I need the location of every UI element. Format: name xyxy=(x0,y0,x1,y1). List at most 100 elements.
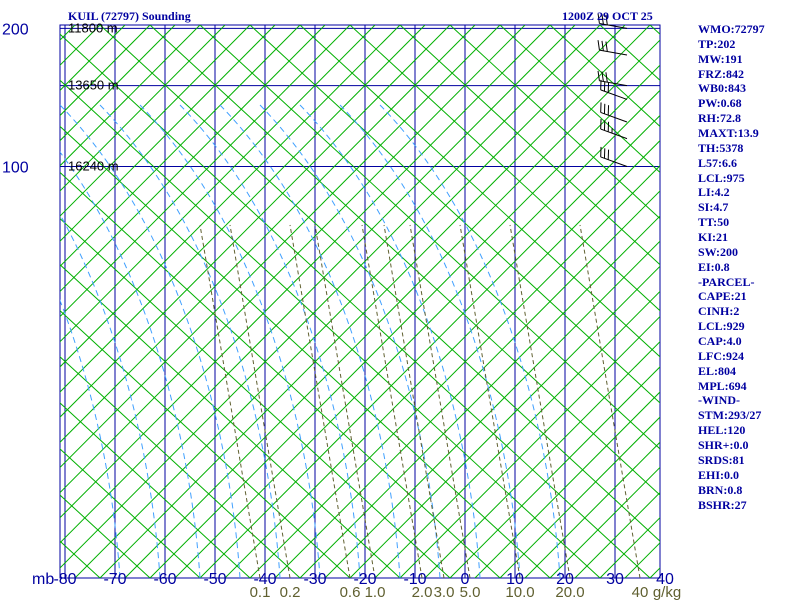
wind-barb xyxy=(597,13,628,29)
mixing-ratio-line xyxy=(229,224,291,578)
dry-adiabat xyxy=(424,341,660,578)
dry-adiabat xyxy=(60,25,201,167)
wind-barb-flag xyxy=(601,14,604,25)
wind-barb-staff xyxy=(599,49,628,56)
index-item: EHI:0.0 xyxy=(698,467,740,482)
index-item: TH:5378 xyxy=(698,140,744,155)
isotherm xyxy=(60,448,201,578)
wind-barb xyxy=(597,70,628,87)
dry-adiabat xyxy=(499,416,660,578)
mixing-ratio-label: 10.0 xyxy=(505,584,534,600)
isotherm xyxy=(60,356,301,578)
index-item: SW:200 xyxy=(698,244,739,259)
height-label: 16240 m xyxy=(68,159,119,174)
isotherm xyxy=(349,25,660,312)
wind-barb-staff xyxy=(600,111,628,123)
mixing-ratio-label: 20.0 xyxy=(555,584,584,600)
wind-barb-flag xyxy=(597,13,600,24)
temperature-tick-label: -30 xyxy=(303,571,326,588)
moist-adiabats xyxy=(60,104,561,578)
dry-adiabat xyxy=(60,25,401,368)
dry-adiabat xyxy=(524,441,660,578)
wind-barb xyxy=(600,119,628,140)
wind-barb-staff xyxy=(600,89,628,100)
temperature-tick-label: -40 xyxy=(253,571,276,588)
dry-adiabat xyxy=(0,25,25,578)
wind-barb-flag xyxy=(597,70,600,81)
wind-barb xyxy=(600,102,628,123)
wind-barb-staff xyxy=(600,128,628,140)
index-item: SHR+:0.0 xyxy=(698,438,749,453)
axis-labels: 1002003004005006007008009001000mb-80-70-… xyxy=(2,20,681,600)
moist-adiabat xyxy=(179,104,361,578)
wind-barb-flag xyxy=(605,14,608,25)
mixing-ratio-line xyxy=(383,224,445,578)
wind-barb-flag xyxy=(601,40,604,51)
dry-adiabat xyxy=(399,315,660,578)
dry-adiabat xyxy=(549,466,660,578)
mixing-ratio-label: 2.0 xyxy=(412,584,433,600)
index-item: MAXT:13.9 xyxy=(698,126,759,141)
isotherm xyxy=(60,217,451,578)
mixing-ratio-label: 0.6 xyxy=(340,584,361,600)
index-item: KI:21 xyxy=(698,230,728,245)
dry-adiabat xyxy=(60,25,251,217)
temperature-tick-label: -50 xyxy=(203,571,226,588)
index-item: LI:4.2 xyxy=(698,185,730,200)
isotherm xyxy=(60,125,551,578)
index-item: EL:804 xyxy=(698,363,737,378)
isotherm xyxy=(99,25,660,542)
dry-adiabat xyxy=(249,165,660,578)
mixing-ratio-label: 0.2 xyxy=(280,584,301,600)
dry-adiabat xyxy=(60,25,76,41)
dry-adiabat xyxy=(0,25,50,578)
index-item: TT:50 xyxy=(698,215,730,230)
dry-adiabat xyxy=(60,25,326,293)
moist-adiabat xyxy=(139,104,321,578)
index-item: FRZ:842 xyxy=(698,66,744,81)
wind-barb-flag xyxy=(601,71,604,82)
dry-adiabat xyxy=(60,25,476,443)
isotherm xyxy=(60,33,651,578)
moist-adiabat xyxy=(219,104,401,578)
wind-barb xyxy=(600,79,628,100)
moist-adiabat xyxy=(60,151,201,578)
moist-adiabat xyxy=(299,104,481,578)
index-item: WB0:843 xyxy=(698,81,746,96)
isotherm xyxy=(60,310,351,578)
moist-adiabat xyxy=(60,104,241,578)
temperature-tick-label: -20 xyxy=(353,571,376,588)
mixing-ratio-line xyxy=(509,224,571,578)
pressure-tick-label: 200 xyxy=(2,21,29,38)
mixing-ratio-line xyxy=(199,224,261,578)
parcel-profile xyxy=(0,0,521,9)
isotherm xyxy=(60,540,101,578)
index-item: TP:202 xyxy=(698,36,736,51)
dry-adiabats xyxy=(0,25,660,578)
index-item: BSHR:27 xyxy=(698,497,747,512)
index-item: CAP:4.0 xyxy=(698,334,742,349)
index-item: SI:4.7 xyxy=(698,200,729,215)
index-item: -PARCEL- xyxy=(698,274,755,289)
wind-barb-staff xyxy=(599,80,628,87)
temperature-tick-label: -80 xyxy=(53,571,76,588)
wind-barb xyxy=(597,40,628,56)
index-item: STM:293/27 xyxy=(698,408,762,423)
dry-adiabat xyxy=(349,265,660,578)
sounding-indices: WMO:72797 TP:202 MW:191 FRZ:842 WB0:843 PW:0.… xyxy=(698,22,765,512)
temperature-tick-label: 40 xyxy=(656,571,674,588)
wind-barb-flag xyxy=(605,41,608,52)
mixing-ratio-line xyxy=(289,224,351,578)
mixing-ratio-lines xyxy=(199,224,641,578)
dry-adiabat xyxy=(60,25,101,66)
temperature-tick-label: -10 xyxy=(403,571,426,588)
moist-adiabat xyxy=(60,213,161,578)
index-item: CAPE:21 xyxy=(698,289,747,304)
isotherm xyxy=(0,25,50,578)
dry-adiabat xyxy=(60,25,351,318)
temperature-tick-label: 10 xyxy=(506,571,524,588)
index-item: MPL:694 xyxy=(698,378,747,393)
index-item: -WIND- xyxy=(698,393,740,408)
isotherm xyxy=(449,25,660,220)
